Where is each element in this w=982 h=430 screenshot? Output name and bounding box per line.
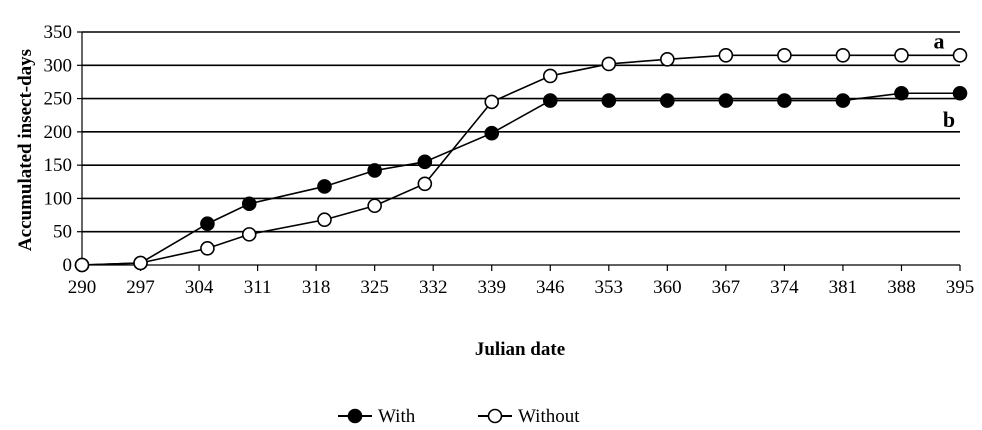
data-point-with [200,216,215,232]
y-tick-label: 50 [53,222,72,243]
y-tick-label: 200 [44,122,73,143]
legend-marker-with [347,408,363,424]
x-tick-label: 381 [829,277,858,298]
legend: With Without [338,406,580,427]
data-point-with [484,125,500,141]
x-tick-label: 311 [244,277,272,298]
x-tick-label: 374 [770,277,799,298]
data-point-with [417,154,433,170]
axes [77,31,961,271]
x-tick-label: 332 [419,277,448,298]
grid-lines [82,31,960,233]
data-point-without [542,68,558,84]
y-tick-label: 0 [63,255,73,276]
series-lines [81,54,960,266]
series-line-with [81,92,960,266]
legend-label-without: Without [518,406,580,427]
data-point-without [835,47,851,63]
data-point-with [894,85,909,101]
legend-label-with: With [378,406,416,427]
data-point-without [601,56,617,72]
data-point-with [718,93,734,108]
y-tick-label: 250 [44,89,73,110]
x-tick-label: 304 [185,277,214,298]
data-point-with [777,93,792,108]
y-tick-label: 100 [44,188,73,209]
data-point-without [367,198,382,214]
data-point-without [133,255,148,271]
data-point-with [367,163,382,178]
data-point-without [200,241,215,256]
data-point-with [317,179,332,194]
data-point-with [660,93,675,108]
data-point-without [718,47,734,63]
significance-letter-without: a [934,28,945,53]
data-point-without [484,94,500,110]
x-tick-label: 339 [477,277,506,298]
data-point-with [241,196,257,212]
y-tick-label: 300 [44,55,73,76]
x-tick-label: 388 [887,277,916,298]
legend-marker-without [487,408,503,424]
data-point-with [952,85,968,101]
y-tick-labels: 0 50 100 150 200 250 300 350 [44,22,73,276]
x-tick-label: 318 [302,277,331,298]
data-point-with [601,93,617,108]
data-point-without [417,176,433,192]
data-point-without [777,47,792,63]
y-axis-title: Accumulated insect-days [15,49,36,251]
data-point-with [542,93,558,108]
x-tick-label: 353 [595,277,624,298]
data-point-without [660,51,675,67]
x-axis-title: Julian date [475,339,565,360]
x-tick-label: 367 [712,277,741,298]
data-point-without [894,47,909,63]
y-tick-label: 350 [44,22,73,43]
x-tick-label: 325 [360,277,389,298]
x-tick-label: 395 [946,277,975,298]
x-tick-label: 346 [536,277,565,298]
data-point-without [241,227,257,242]
x-tick-labels: 290 297 304 311 318 325 332 339 346 353 360 367 374 3… [68,277,975,298]
x-tick-label: 297 [126,277,155,298]
data-point-without [74,257,90,273]
data-point-with [835,93,851,108]
significance-letter-with: b [943,107,955,132]
data-point-without [317,212,332,228]
series-annotations: ab [934,28,956,132]
y-tick-label: 150 [44,155,73,176]
data-point-without [952,47,968,63]
series-line-without [81,54,960,266]
x-tick-label: 360 [653,277,682,298]
series-points [74,47,968,273]
x-tick-label: 290 [68,277,97,298]
